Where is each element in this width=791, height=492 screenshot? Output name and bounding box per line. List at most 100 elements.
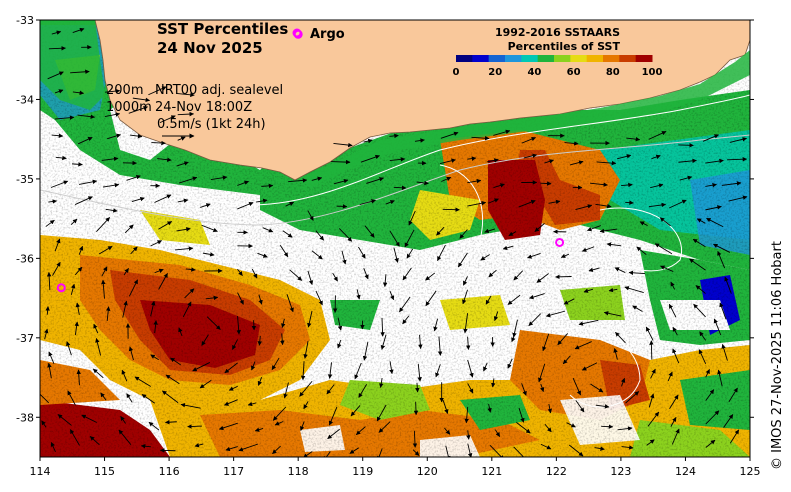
current-arrow <box>502 245 514 251</box>
current-arrow <box>724 276 732 294</box>
current-arrow <box>129 133 143 139</box>
current-arrow <box>299 380 313 397</box>
current-arrow <box>315 290 323 306</box>
current-arrow <box>463 276 468 286</box>
current-arrow <box>418 334 423 350</box>
current-arrow <box>696 218 706 224</box>
current-arrow <box>45 219 55 227</box>
current-arrow <box>721 181 742 186</box>
current-arrow <box>338 228 353 242</box>
current-arrow <box>128 106 149 114</box>
current-arrow <box>464 406 469 424</box>
current-arrow <box>389 230 400 247</box>
current-arrow <box>679 175 693 181</box>
current-arrow <box>606 242 622 247</box>
current-arrow <box>71 162 83 167</box>
current-arrow <box>586 225 601 232</box>
current-arrow <box>440 131 459 139</box>
current-arrow <box>150 240 163 247</box>
current-arrow <box>178 327 183 337</box>
current-arrow <box>140 443 151 449</box>
current-arrow <box>433 318 438 332</box>
current-arrow <box>538 363 546 383</box>
current-arrow <box>389 133 399 139</box>
current-arrow <box>224 362 238 374</box>
current-arrow <box>55 155 67 161</box>
current-arrow <box>47 71 64 80</box>
current-arrow <box>134 376 152 387</box>
current-arrow <box>104 88 121 94</box>
current-arrow <box>261 183 274 189</box>
current-arrow <box>128 279 138 297</box>
current-arrow <box>366 177 384 184</box>
current-arrow <box>467 383 474 394</box>
current-arrow <box>223 399 238 406</box>
current-arrow <box>713 243 731 253</box>
x-tick-label: 121 <box>481 465 502 478</box>
current-arrow <box>159 115 176 124</box>
current-arrow <box>516 422 531 434</box>
colorbar-swatch <box>488 55 506 62</box>
current-arrow <box>614 267 626 273</box>
current-arrow <box>154 268 164 274</box>
current-arrow <box>124 224 134 234</box>
current-arrow <box>717 369 723 387</box>
current-arrow <box>96 217 110 232</box>
current-arrow <box>78 245 84 255</box>
current-arrow <box>175 246 194 251</box>
current-arrow <box>286 294 294 313</box>
current-timestamp: 24-Nov 18:00Z <box>155 100 252 115</box>
current-arrow <box>620 377 626 387</box>
colorbar-title-1: 1992-2016 SSTAARS <box>495 26 620 39</box>
current-arrow <box>698 349 707 365</box>
current-arrow <box>164 419 177 425</box>
current-arrow <box>251 320 257 331</box>
current-arrow <box>650 368 656 379</box>
current-arrow <box>200 203 211 208</box>
current-arrow <box>689 258 706 271</box>
current-arrow <box>728 195 748 202</box>
current-arrow <box>300 421 305 431</box>
current-arrow <box>463 313 469 334</box>
current-arrow <box>104 112 121 118</box>
current-arrow <box>180 402 201 409</box>
current-arrow <box>399 296 411 313</box>
current-arrow <box>645 326 654 341</box>
current-arrow <box>48 199 58 204</box>
current-arrow <box>445 445 451 457</box>
current-arrow <box>93 323 99 334</box>
current-arrow <box>358 246 366 259</box>
current-arrow <box>660 265 674 272</box>
current-arrow <box>341 250 347 265</box>
current-arrow <box>621 182 633 188</box>
current-arrow <box>668 303 677 318</box>
x-tick-label: 114 <box>30 465 51 478</box>
current-arrow <box>494 429 501 437</box>
map-plot-area <box>40 20 750 457</box>
current-arrow <box>705 439 716 448</box>
current-arrow <box>363 268 369 280</box>
current-arrow <box>512 319 518 338</box>
current-arrow <box>194 442 204 448</box>
current-arrow <box>48 46 66 51</box>
current-arrow <box>349 447 359 454</box>
current-arrow <box>548 199 561 205</box>
current-arrow <box>363 138 373 144</box>
current-arrow <box>176 161 189 167</box>
current-arrow <box>307 310 313 328</box>
current-arrow <box>47 362 52 379</box>
current-arrow <box>377 448 383 457</box>
coastline <box>94 20 750 181</box>
current-arrow <box>326 384 335 395</box>
current-arrow <box>544 159 554 164</box>
current-arrow <box>518 407 525 423</box>
current-arrow <box>488 198 499 204</box>
current-arrow <box>670 416 677 427</box>
current-arrow <box>650 183 664 189</box>
current-arrow <box>279 245 289 258</box>
current-arrow <box>350 405 361 417</box>
current-arrow <box>51 133 64 138</box>
current-arrow <box>176 227 191 232</box>
current-arrow <box>300 361 306 381</box>
current-arrow <box>540 181 552 186</box>
